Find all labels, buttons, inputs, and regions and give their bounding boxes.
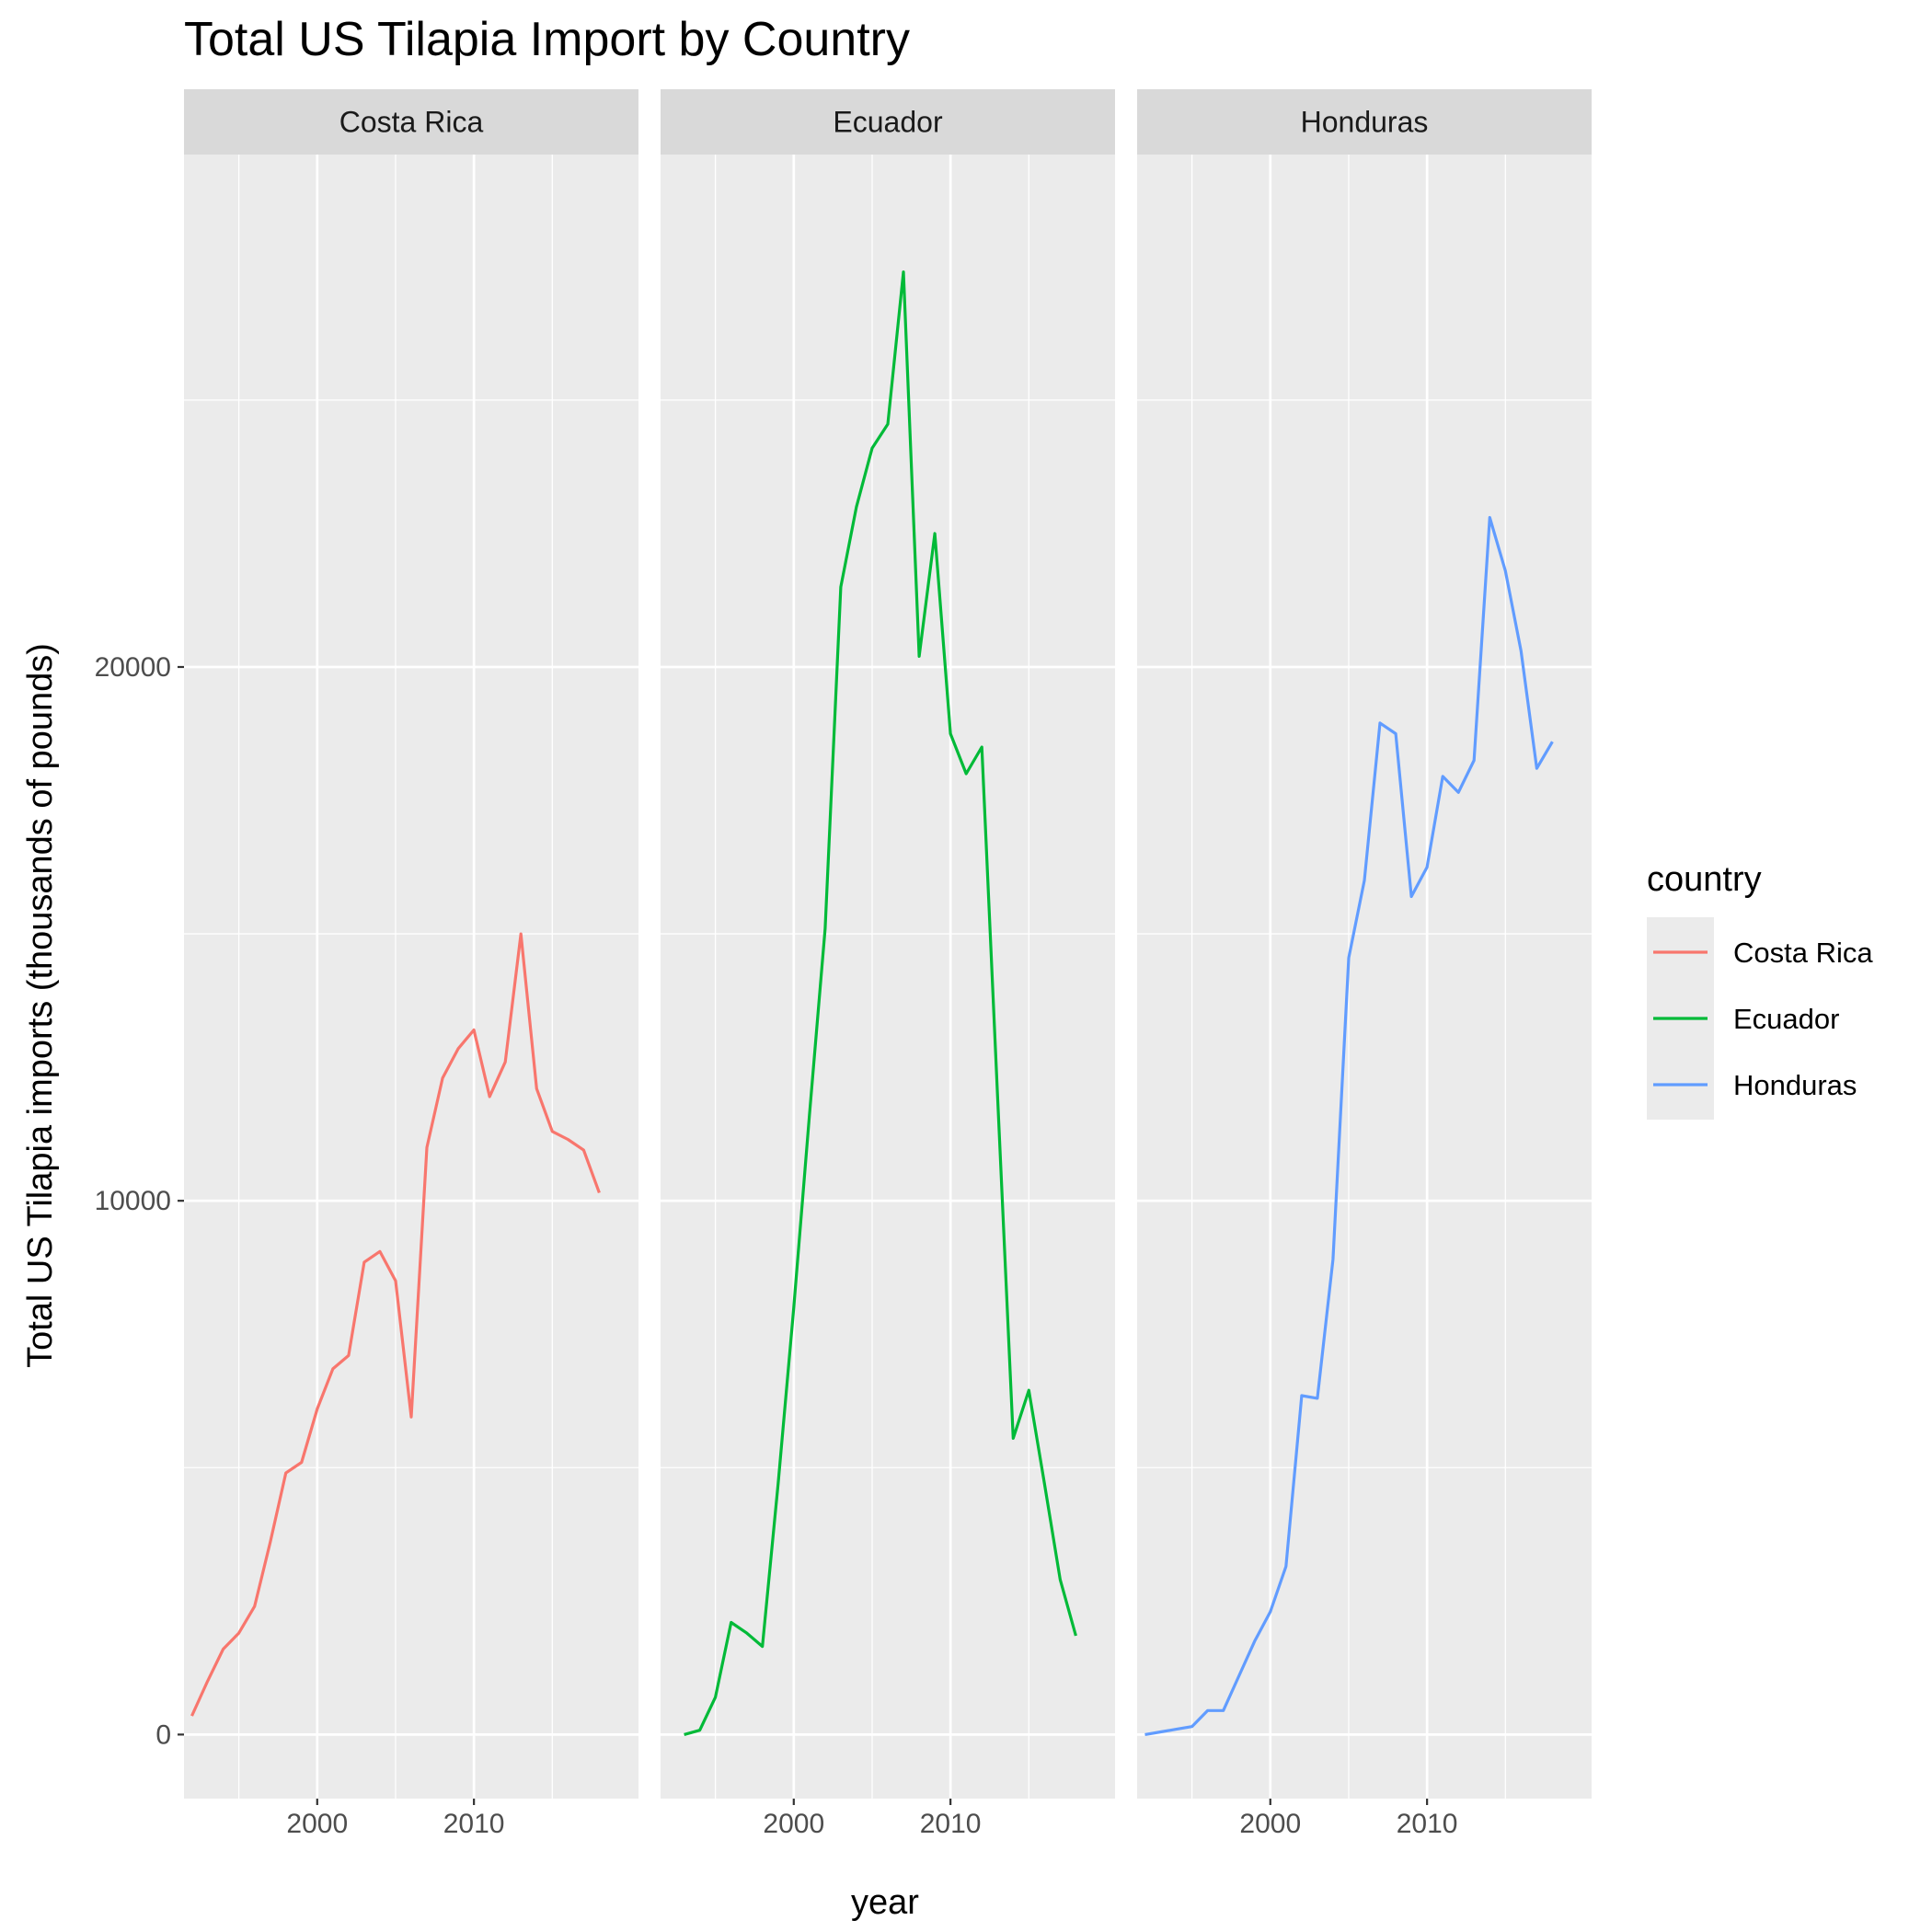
x-tick-label: 2010	[1397, 1809, 1458, 1839]
x-tick-label: 2000	[286, 1809, 348, 1839]
facet-strip	[184, 89, 638, 155]
facet-strip-label: Costa Rica	[339, 106, 484, 139]
series-line-costa-rica	[190, 932, 601, 1717]
legend-label-costa-rica: Costa Rica	[1733, 937, 1873, 969]
x-axis-title: year	[851, 1883, 919, 1922]
y-axis: 0 10000 20000	[95, 652, 184, 1750]
legend-label-honduras: Honduras	[1733, 1069, 1857, 1101]
facet-strip-label: Honduras	[1301, 106, 1429, 139]
legend-label-ecuador: Ecuador	[1733, 1003, 1839, 1035]
x-tick-label: 2010	[443, 1809, 505, 1839]
panel-honduras: Honduras 2000 2010	[1137, 89, 1592, 1839]
facet-strip	[1137, 89, 1592, 155]
x-tick-label: 2000	[1239, 1809, 1301, 1839]
chart-title: Total US Tilapia Import by Country	[184, 13, 910, 66]
legend-title: country	[1647, 860, 1762, 899]
panel-background	[1137, 155, 1592, 1799]
series-line-honduras	[1144, 515, 1554, 1736]
panel-ecuador: Ecuador 2000 2010	[661, 89, 1115, 1839]
legend: country Costa Rica Ecuador Honduras	[1647, 860, 1873, 1120]
y-tick-label: 10000	[95, 1186, 171, 1216]
y-axis-title: Total US Tilapia imports (thousands of p…	[21, 643, 60, 1368]
x-tick-label: 2000	[763, 1809, 824, 1839]
y-tick-label: 0	[155, 1719, 171, 1750]
panel-background	[184, 155, 638, 1799]
y-tick-label: 20000	[95, 652, 171, 683]
series-line-ecuador	[684, 270, 1077, 1736]
x-tick-label: 2010	[920, 1809, 982, 1839]
facet-strip	[661, 89, 1115, 155]
panel-background	[661, 155, 1115, 1799]
facet-strip-label: Ecuador	[833, 106, 943, 139]
panel-costa-rica: Costa Rica 2000 2010	[184, 89, 638, 1839]
